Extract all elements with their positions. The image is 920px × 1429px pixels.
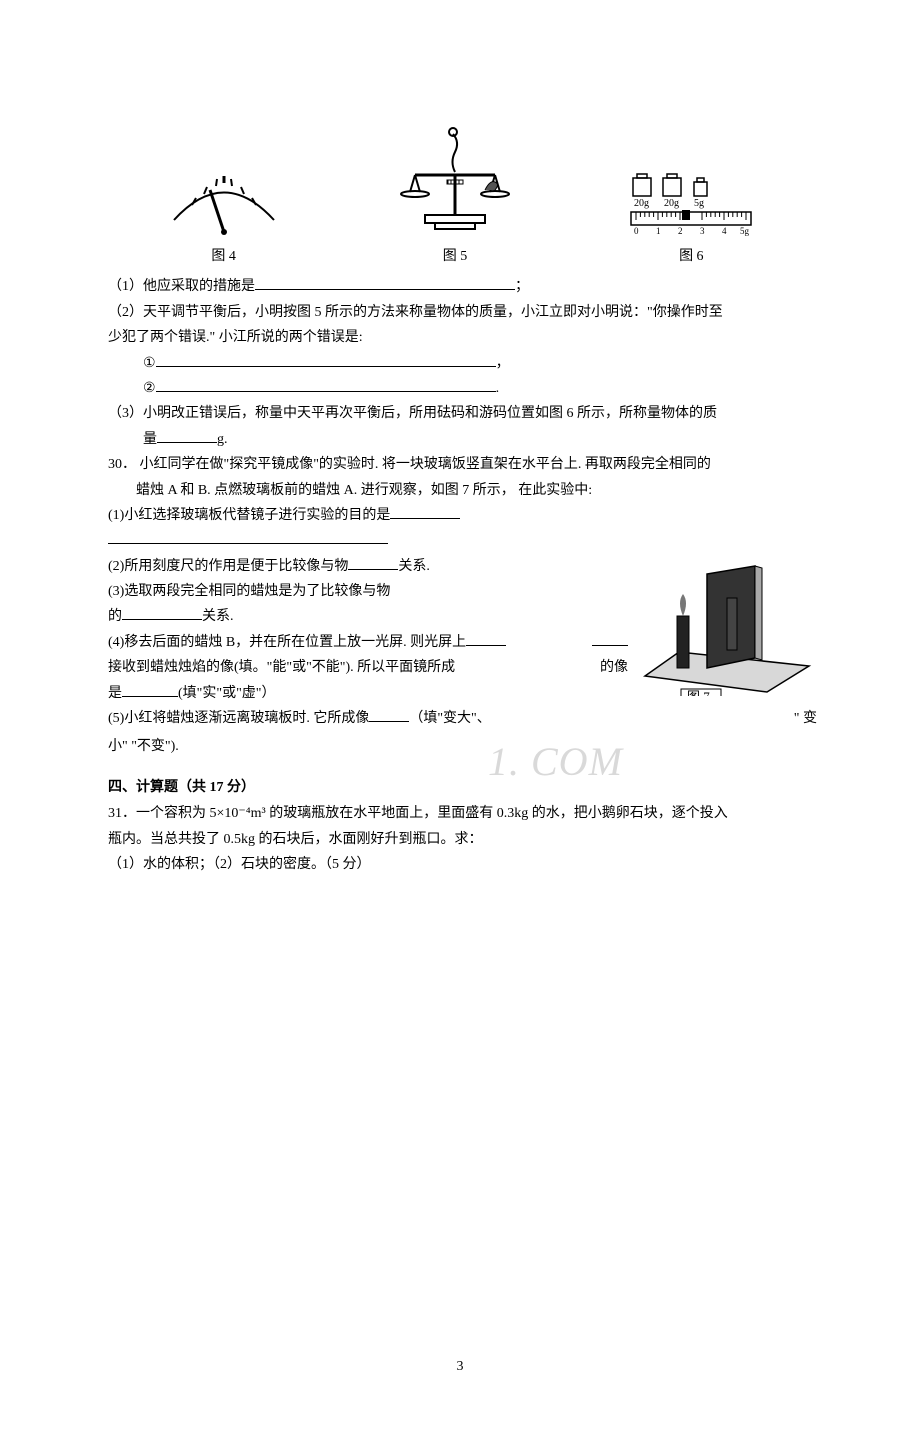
svg-text:4: 4	[722, 226, 727, 236]
q29-l3: 少犯了两个错误." 小江所说的两个错误是:	[108, 327, 812, 349]
blank-wrap	[592, 632, 628, 654]
figures-row: 图 4 图 5	[108, 120, 812, 268]
q31-l2: 瓶内。当总共投了 0.5kg 的石块后，水面刚好升到瓶口。求：	[108, 829, 812, 851]
blank	[592, 645, 628, 646]
q30-p4b-text: 接收到蜡烛烛焰的像(填。"能"或"不能"). 所以平面镜所成	[108, 660, 455, 675]
blank	[466, 645, 506, 646]
q30-p5c-text: " 变	[794, 708, 817, 730]
q30-p1-cont	[108, 530, 812, 552]
figure-5-label: 图 5	[443, 246, 468, 268]
figure-4-box: 图 4	[154, 150, 294, 268]
q30-intro1: 30． 小红同学在做"探究平镜成像"的实验时. 将一块玻璃饭竖直架在水平台上. …	[108, 454, 812, 476]
q30-p2b-text: 关系.	[398, 559, 430, 574]
q30-p5: (5)小红将蜡烛逐渐远离玻璃板时. 它所成像（填"变大"、 " 变	[108, 708, 812, 730]
blank	[156, 366, 496, 367]
figure-6-box: 20g 20g 5g 0	[616, 160, 766, 268]
weights-ruler-icon: 20g 20g 5g 0	[616, 160, 766, 240]
q29-e1b-text: ，	[496, 356, 510, 371]
q29-l5b-text: g.	[217, 432, 228, 447]
blank	[108, 543, 388, 544]
figure-7-box: 图 7	[637, 556, 812, 704]
q30-p3bb-text: 关系.	[202, 609, 234, 624]
blank	[156, 391, 496, 392]
q30-intro2: 蜡烛 A 和 B. 点燃玻璃板前的蜡烛 A. 进行观察，如图 7 所示， 在此实…	[136, 480, 812, 502]
q30-p2a-text: (2)所用刻度尺的作用是便于比较像与物	[108, 559, 348, 574]
balance-pointer-icon	[154, 150, 294, 240]
q29-l1: （1）他应采取的措施是 ；	[108, 276, 812, 298]
q30-p5a-text: (5)小红将蜡烛逐渐远离玻璃板时. 它所成像	[108, 711, 369, 726]
section-4-header: 四、计算题（共 17 分）	[108, 777, 812, 799]
q31-l1: 31．一个容积为 5×10⁻⁴m³ 的玻璃瓶放在水平地面上，里面盛有 0.3kg…	[108, 803, 812, 825]
q29-l1a-text: （1）他应采取的措施是	[108, 279, 255, 294]
svg-text:5g: 5g	[694, 198, 704, 209]
q30-p1-text: (1)小红选择玻璃板代替镜子进行实验的目的是	[108, 508, 390, 523]
svg-text:0: 0	[634, 226, 639, 236]
svg-text:20g: 20g	[664, 198, 679, 209]
q30-p5b-text: （填"变大"、	[409, 711, 490, 726]
blank	[255, 289, 515, 290]
q30-p4ca-text: 是	[108, 686, 122, 701]
svg-text:3: 3	[700, 226, 705, 236]
q29-l1b-text: ；	[515, 279, 529, 294]
q30-p4b-tail: 的像	[600, 657, 628, 679]
q29-l5: 量 g.	[143, 429, 812, 451]
svg-text:图 7: 图 7	[687, 689, 710, 696]
q29-e2a-text: ②	[143, 381, 156, 396]
q29-e2: ②.	[143, 378, 812, 400]
blank	[122, 696, 178, 697]
figure-6-label: 图 6	[679, 246, 704, 268]
q30-p3ba-text: 的	[108, 609, 122, 624]
svg-text:2: 2	[678, 226, 683, 236]
mirror-experiment-icon: 图 7	[637, 556, 812, 696]
page-number: 3	[108, 1356, 812, 1378]
blank	[348, 569, 398, 570]
svg-text:1: 1	[656, 226, 661, 236]
blank	[157, 442, 217, 443]
q30-p1: (1)小红选择玻璃板代替镜子进行实验的目的是	[108, 505, 812, 527]
q30-p4a-text: (4)移去后面的蜡烛 B，并在所在位置上放一光屏. 则光屏上	[108, 635, 466, 650]
balance-scale-icon	[385, 120, 525, 240]
blank	[369, 721, 409, 722]
svg-text:5g: 5g	[740, 226, 750, 236]
blank	[390, 518, 460, 519]
figure-4-label: 图 4	[211, 246, 236, 268]
figure-5-box: 图 5	[385, 120, 525, 268]
q29-l5a-text: 量	[143, 432, 157, 447]
q29-l4: （3）小明改正错误后，称量中天平再次平衡后，所用砝码和游码位置如图 6 所示，所…	[108, 403, 812, 425]
q29-l2: （2）天平调节平衡后，小明按图 5 所示的方法来称量物体的质量，小江立即对小明说…	[108, 302, 812, 324]
q29-e2b-text: .	[496, 381, 500, 396]
q31-l3: （1）水的体积；（2）石块的密度。（5 分）	[108, 854, 812, 876]
svg-text:20g: 20g	[634, 198, 649, 209]
blank	[122, 619, 202, 620]
q29-e1a-text: ①	[143, 356, 156, 371]
q30-p6: 小" "不变").	[108, 736, 812, 758]
q29-e1: ①，	[143, 353, 812, 375]
q30-p4cb-text: (填"实"或"虚"）	[178, 686, 276, 701]
